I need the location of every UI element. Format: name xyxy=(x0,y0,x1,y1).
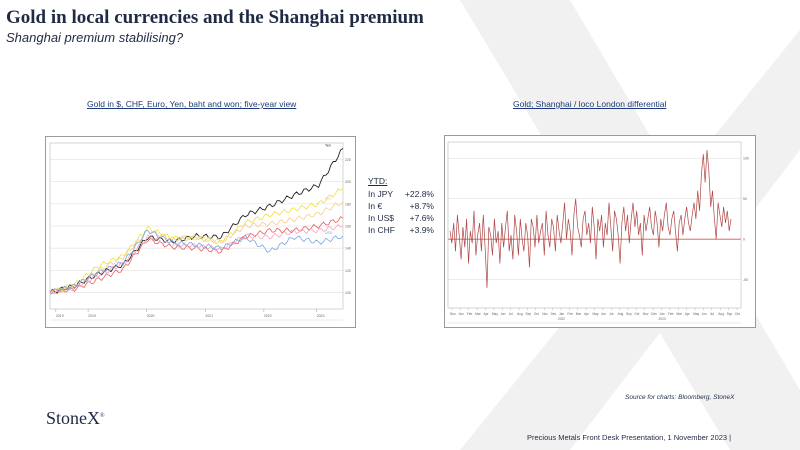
right-x-tick-label: May xyxy=(492,312,498,316)
ytd-value: +8.7% xyxy=(409,201,434,211)
left-series-line xyxy=(49,229,344,295)
right-y-tick-label: 0 xyxy=(743,238,745,242)
right-x-tick-label: Oct xyxy=(634,312,639,316)
left-chart-caption: Gold in $, CHF, Euro, Yen, baht and won;… xyxy=(87,99,297,109)
left-y-tick-label: 140 xyxy=(345,247,351,251)
right-x-tick-label: Nov xyxy=(542,312,548,316)
right-x-tick-label: Sep xyxy=(626,312,632,316)
right-x-tick-label: Nov xyxy=(643,312,649,316)
right-y-tick-label: 50 xyxy=(743,197,747,201)
ytd-row-chf: In CHF +3.9% xyxy=(368,224,434,236)
slide-title: Gold in local currencies and the Shangha… xyxy=(6,7,424,28)
left-chart: 220 200 180 160 140 120 100 2019 2019 2020 2021 202… xyxy=(45,136,356,328)
left-y-tick-label: 120 xyxy=(345,269,351,273)
right-x-tick-label: Mar xyxy=(576,312,582,316)
right-x-tick-label: Feb xyxy=(668,312,674,316)
ytd-row-usd: In US$ +7.6% xyxy=(368,212,434,224)
right-x-tick-label: Aug xyxy=(618,312,624,316)
right-x-tick-label: Feb xyxy=(567,312,573,316)
left-series-end-label: USD xyxy=(325,231,333,235)
left-y-tick-label: 180 xyxy=(345,202,351,206)
left-chart-svg: 220 200 180 160 140 120 100 2019 2019 2020 2021 202… xyxy=(49,142,351,321)
ytd-value: +22.8% xyxy=(404,189,434,199)
right-x-tick-label: Jun xyxy=(601,312,606,316)
left-x-tick-label: 2020 xyxy=(147,314,155,318)
right-x-tick-label: Sep xyxy=(727,312,733,316)
right-x-tick-label: May xyxy=(693,312,699,316)
right-x-tick-label: Apr xyxy=(685,312,691,316)
left-series-line xyxy=(49,201,344,295)
right-series-line xyxy=(449,150,732,288)
right-x-tick-label: Sep xyxy=(525,312,531,316)
left-x-tick-label: 2019 xyxy=(56,314,64,318)
ytd-row-eur: In € +8.7% xyxy=(368,200,434,212)
ytd-label: In US$ xyxy=(368,213,394,223)
left-series-line xyxy=(49,223,344,294)
ytd-label: In JPY xyxy=(368,189,394,199)
right-year-label: 2023 xyxy=(659,317,666,321)
right-x-tick-label: May xyxy=(593,312,599,316)
right-x-tick-label: Mar xyxy=(475,312,481,316)
right-chart: 100 50 0 -50 Dec Jan Feb Mar Apr May Jun Jul Aug Sep O… xyxy=(444,135,756,328)
right-x-tick-label: Jun xyxy=(701,312,706,316)
source-note: Source for charts: Bloomberg, StoneX xyxy=(625,394,735,401)
left-y-tick-label: 100 xyxy=(345,291,351,295)
left-x-tick-label: 2022 xyxy=(264,314,272,318)
right-x-tick-label: Jul xyxy=(710,312,714,316)
right-x-tick-label: Jan xyxy=(458,312,463,316)
slide-subtitle: Shanghai premium stabilising? xyxy=(6,30,184,45)
left-series-end-label: Yen xyxy=(325,144,331,148)
right-chart-caption: Gold; Shanghai / loco London differentia… xyxy=(513,99,667,109)
ytd-value: +3.9% xyxy=(409,225,434,235)
right-x-tick-label: Jan xyxy=(559,312,564,316)
right-x-tick-label: Dec xyxy=(551,312,557,316)
right-x-tick-label: Apr xyxy=(484,312,490,316)
right-x-tick-label: Jan xyxy=(660,312,665,316)
stonex-logo: StoneX® xyxy=(46,408,105,428)
right-x-tick-label: Oct xyxy=(735,312,740,316)
right-x-tick-label: Jul xyxy=(609,312,613,316)
right-y-tick-label: 100 xyxy=(743,157,749,161)
ytd-heading: YTD: xyxy=(368,176,388,186)
right-x-tick-label: Mar xyxy=(676,312,682,316)
left-x-tick-label: 2023 xyxy=(317,314,325,318)
ytd-value: +7.6% xyxy=(409,213,434,223)
left-series-end-label: Baht xyxy=(325,197,332,201)
right-x-tick-label: Aug xyxy=(718,312,724,316)
ytd-row-jpy: In JPY +22.8% xyxy=(368,188,434,200)
right-x-tick-label: Dec xyxy=(651,312,657,316)
right-x-tick-label: Oct xyxy=(534,312,539,316)
left-x-tick-label: 2021 xyxy=(205,314,213,318)
left-series-line xyxy=(49,188,344,294)
left-series-line xyxy=(49,148,344,294)
right-x-tick-label: Aug xyxy=(517,312,523,316)
right-y-tick-label: -50 xyxy=(743,278,748,282)
ytd-label: In CHF xyxy=(368,225,395,235)
right-year-label: 2022 xyxy=(558,317,565,321)
left-y-tick-label: 200 xyxy=(345,180,351,184)
right-x-tick-label: Jul xyxy=(509,312,513,316)
right-x-tick-label: Apr xyxy=(584,312,590,316)
right-x-tick-label: Jun xyxy=(500,312,505,316)
right-plot-area xyxy=(447,141,742,309)
footer-text: Precious Metals Front Desk Presentation,… xyxy=(527,433,732,442)
ytd-label: In € xyxy=(368,201,383,211)
left-x-tick-label: 2019 xyxy=(88,314,96,318)
ytd-panel: YTD: In JPY +22.8% In € +8.7% In US$ +7.… xyxy=(368,176,434,236)
left-y-tick-label: 220 xyxy=(345,158,351,162)
right-x-tick-label: Dec xyxy=(450,312,456,316)
left-y-tick-label: 160 xyxy=(345,225,351,229)
right-x-tick-label: Feb xyxy=(467,312,473,316)
